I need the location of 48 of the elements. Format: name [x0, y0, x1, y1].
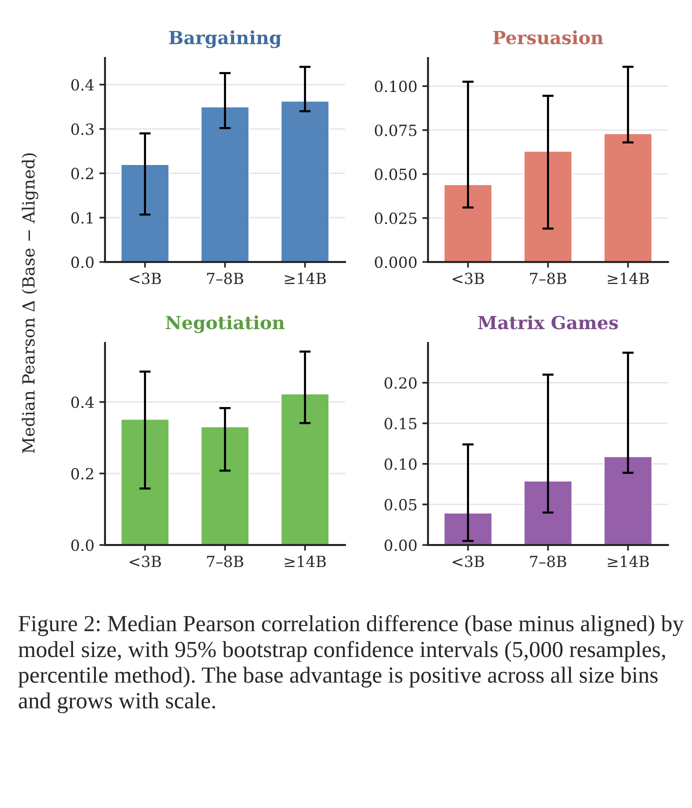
y-tick-label: 0.05 — [384, 498, 416, 510]
chart-title: Matrix Games — [478, 315, 618, 330]
bar — [603, 456, 653, 545]
y-tick-label: 0.00 — [384, 539, 417, 552]
y-tick-label: 0.4 — [71, 79, 94, 91]
bar — [523, 150, 573, 262]
bar — [523, 480, 573, 545]
y-tick-label: 0.025 — [374, 212, 416, 224]
x-tick-label: 7–8B — [207, 272, 244, 284]
x-tick-label: ≥14B — [608, 556, 649, 568]
bar — [443, 512, 493, 545]
y-tick-label: 0.2 — [71, 168, 94, 180]
bar — [280, 393, 330, 545]
y-tick-label: 0.075 — [374, 124, 416, 136]
x-tick-label: <3B — [130, 272, 161, 284]
chart-title: Negotiation — [166, 315, 285, 334]
bar — [603, 133, 653, 262]
x-tick-label: <3B — [130, 556, 161, 568]
x-tick-label: 7–8B — [207, 556, 244, 568]
y-tick-label: 0.0 — [71, 256, 94, 268]
y-tick-label: 0.10 — [384, 458, 417, 470]
bar — [120, 164, 170, 262]
bar — [120, 418, 170, 545]
y-tick-label: 0.2 — [71, 468, 94, 480]
x-tick-label: 7–8B — [530, 556, 566, 568]
y-tick-label: 0.050 — [374, 168, 417, 180]
x-tick-label: ≥14B — [608, 272, 649, 284]
x-tick-label: <3B — [452, 272, 484, 284]
x-tick-label: ≥14B — [284, 556, 326, 568]
bar — [443, 184, 493, 262]
y-axis-title: Median Pearson Δ (Base − Aligned) — [22, 153, 38, 454]
y-tick-label: 0.0 — [71, 539, 94, 552]
chart-title: Persuasion — [493, 30, 604, 44]
chart-title: Bargaining — [169, 30, 282, 48]
caption: Figure 2: Median Pearson correlation difference (base minus aligned) by model size, with 95% bootstrap confidence intervals (5,000 resamples, percentile method). The base advantage is positive across all size bins and grows with scale. — [18, 615, 684, 714]
y-tick-label: 0.1 — [71, 212, 92, 224]
x-tick-label: ≥14B — [284, 272, 326, 284]
y-tick-label: 0.000 — [374, 256, 417, 268]
bar — [200, 106, 250, 262]
y-tick-label: 0.3 — [71, 123, 94, 135]
x-tick-label: 7–8B — [530, 272, 566, 284]
y-tick-label: 0.100 — [374, 80, 417, 92]
x-tick-label: <3B — [452, 556, 484, 568]
y-tick-label: 0.4 — [71, 396, 94, 408]
y-tick-label: 0.20 — [384, 377, 417, 389]
y-tick-label: 0.15 — [384, 418, 416, 430]
bar — [200, 426, 250, 545]
bar — [280, 100, 330, 262]
